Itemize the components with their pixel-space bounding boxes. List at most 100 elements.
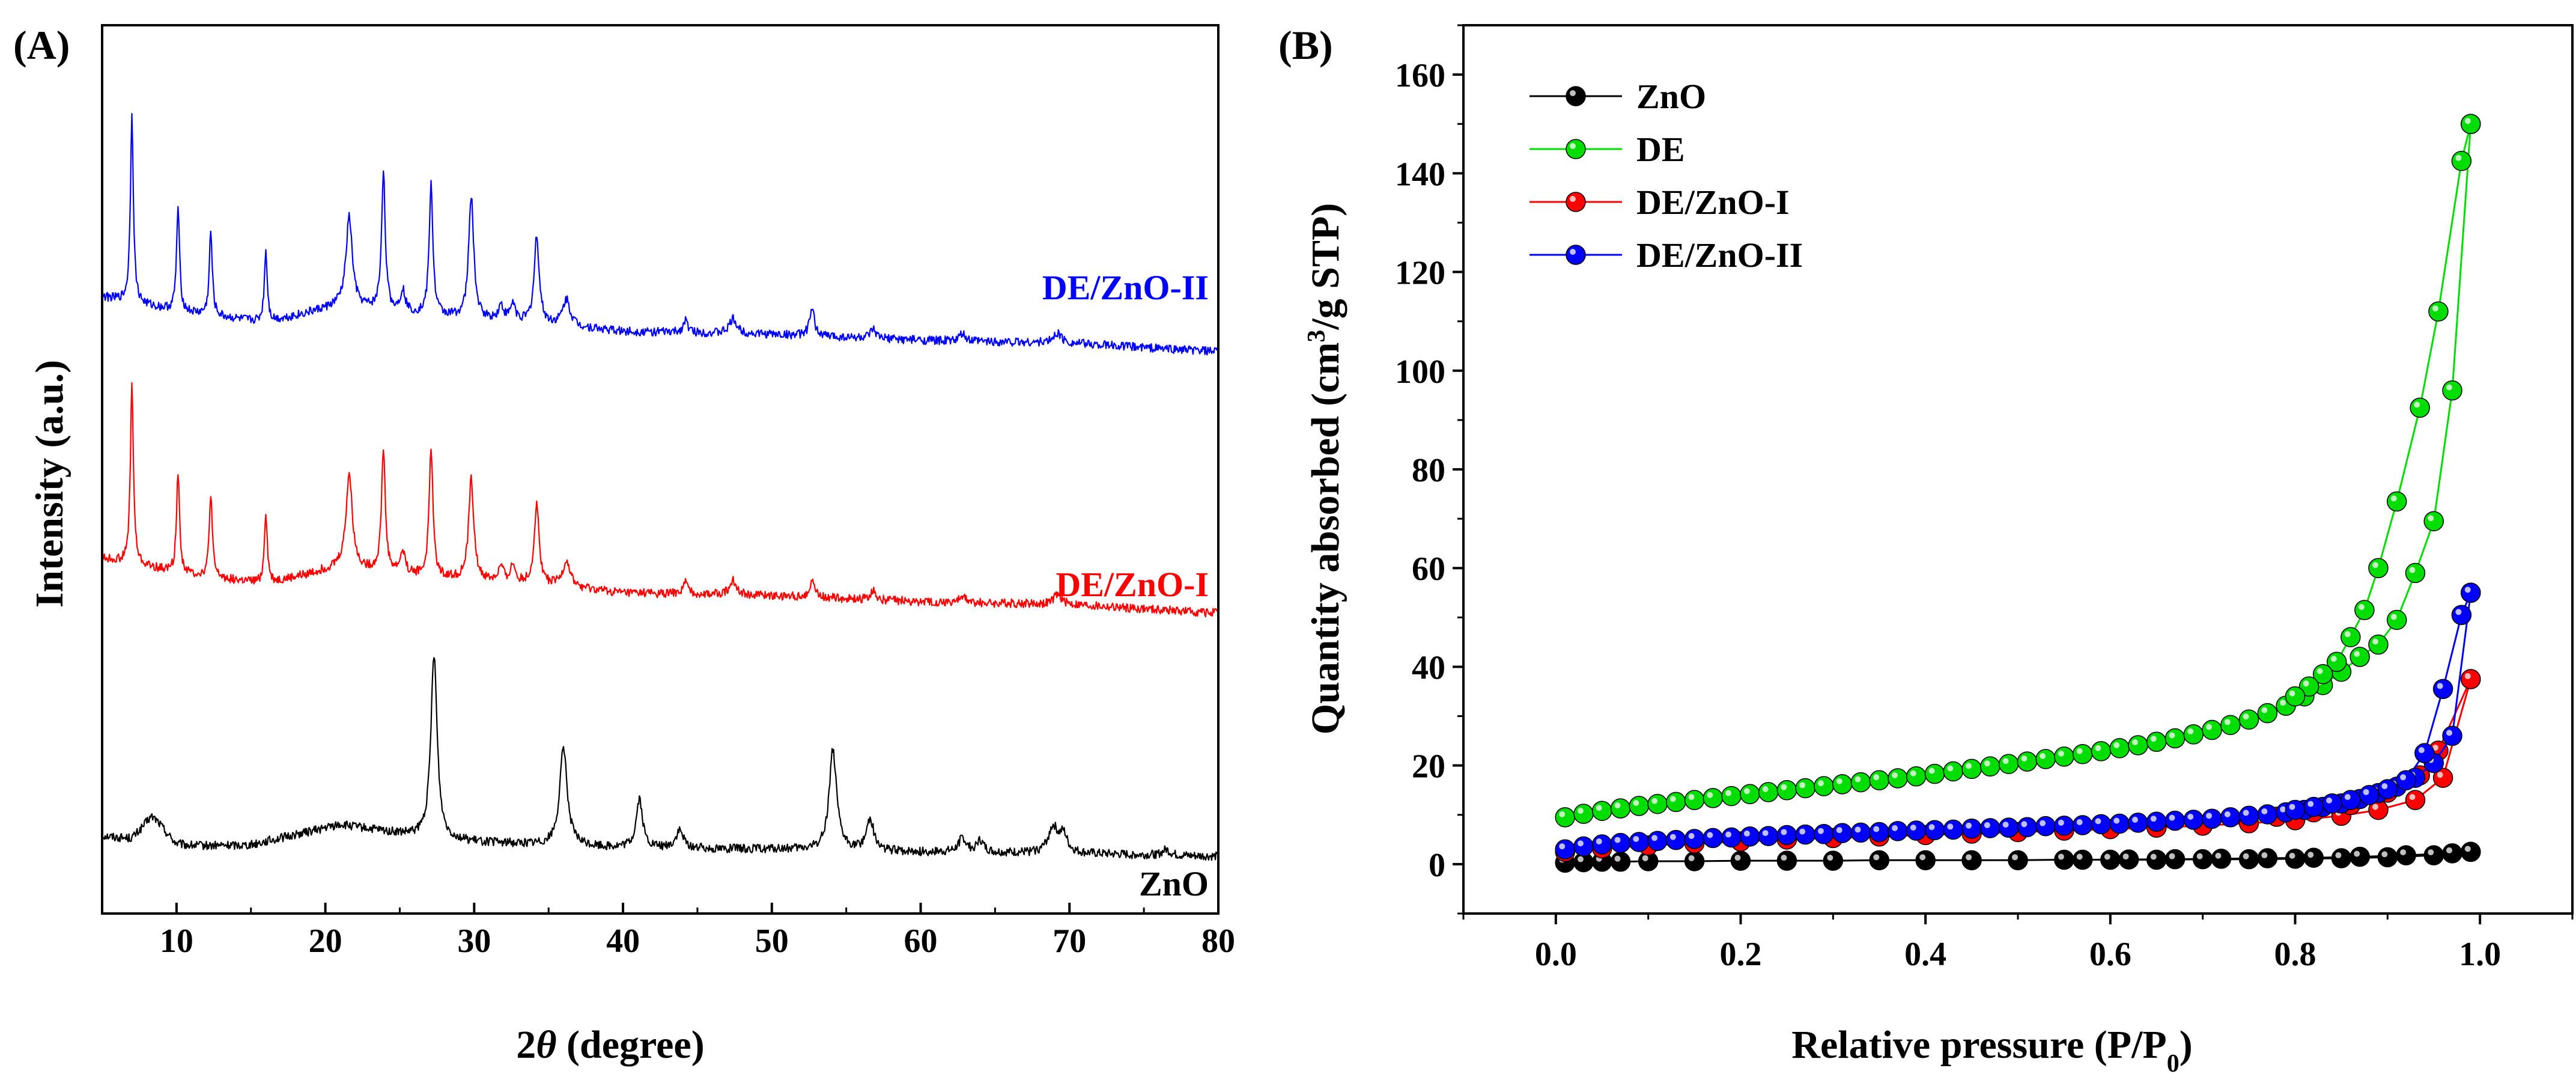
bet-de-zno-ii-point <box>1795 824 1815 845</box>
bet-zno-point <box>1730 850 1751 871</box>
bet-de-zno-ii-point-highlight <box>2418 747 2425 754</box>
bet-de-zno-ii-point <box>2164 810 2186 831</box>
bet-panel: (B) Quantity absorbed (cm3/g STP) Relati… <box>1278 22 2574 1078</box>
bet-de-point-dot <box>1776 779 1797 801</box>
bet-de-point-dot <box>2035 749 2056 769</box>
bet-de-zno-ii-point <box>2322 793 2342 814</box>
bet-de-point-highlight <box>2344 631 2351 638</box>
bet-zno-point-dot <box>1961 850 1982 871</box>
bet-de-point <box>1961 758 1982 779</box>
bet-de-zno-i-point-highlight <box>2409 794 2416 801</box>
bet-zno-point-dot <box>2303 847 2324 868</box>
bet-de-point <box>2442 380 2462 401</box>
bet-de-point-highlight <box>2372 638 2378 645</box>
bet-series <box>1555 114 2481 873</box>
bet-y-tick-label: 20 <box>1412 748 1445 786</box>
bet-de-point-dot <box>2442 380 2462 401</box>
bet-x-tick-label: 0.0 <box>1535 936 1577 973</box>
bet-zno-point-dot <box>2100 849 2121 870</box>
bet-de-point <box>2461 114 2481 134</box>
bet-de-point-highlight <box>1596 805 1602 811</box>
bet-de-point-highlight <box>2021 755 2028 762</box>
bet-zno-point <box>2146 849 2167 870</box>
xrd-x-tick-label: 80 <box>1201 923 1235 960</box>
bet-de-point-dot <box>2405 563 2426 584</box>
bet-de-zno-ii-point-dot <box>2285 799 2306 820</box>
bet-de-zno-ii-point-dot <box>1906 820 1927 841</box>
legend-marker-highlight <box>1570 196 1576 202</box>
bet-de-point <box>2298 676 2319 697</box>
bet-zno-point-highlight <box>2354 850 2360 857</box>
bet-de-zno-ii-point-highlight <box>1577 840 1584 847</box>
bet-de-zno-ii-point-highlight <box>1559 843 1566 850</box>
xrd-traces <box>101 112 1220 861</box>
bet-de-zno-ii-point-dot <box>2035 816 2056 837</box>
bet-de-point-dot <box>1924 763 1945 784</box>
bet-de-zno-ii-point <box>2017 817 2038 838</box>
bet-zno-point-highlight <box>2464 846 2471 852</box>
bet-de-zno-ii-point-highlight <box>1873 826 1880 832</box>
legend-marker-dot <box>1566 86 1586 106</box>
bet-zno-point-dot <box>1915 850 1936 871</box>
bet-de-zno-ii-point-dot <box>2128 813 2148 833</box>
bet-de-zno-ii-point <box>2451 605 2472 625</box>
bet-de-zno-i-point-highlight <box>2437 772 2443 778</box>
bet-de-point-highlight <box>2316 668 2323 674</box>
bet-zno-point-dot <box>2008 850 2028 871</box>
legend-label: DE/ZnO-I <box>1636 183 1790 222</box>
bet-de-point <box>2035 749 2056 769</box>
bet-de-point <box>1647 793 1668 814</box>
bet-de-zno-ii-point-highlight <box>1596 838 1602 845</box>
bet-de-zno-ii-point-highlight <box>1966 822 1972 829</box>
legend-label: ZnO <box>1636 77 1706 116</box>
bet-de-point <box>1629 796 1650 816</box>
bet-de-point-highlight <box>2390 495 2397 502</box>
bet-de-point-dot <box>2054 746 2074 767</box>
bet-de-point <box>2312 664 2333 685</box>
bet-zno-point <box>1776 850 1797 871</box>
legend-marker-highlight <box>1570 249 1576 255</box>
bet-de-zno-ii-point-dot <box>2202 808 2222 829</box>
bet-de-zno-i-point <box>2461 669 2481 689</box>
bet-zno-point-highlight <box>1966 854 1972 861</box>
bet-de-zno-ii-point-dot <box>2396 770 2416 791</box>
bet-de-zno-ii-point <box>1721 827 1742 848</box>
bet-de-zno-ii-point <box>1555 839 1575 860</box>
bet-de-point-dot <box>2238 709 2259 730</box>
bet-zno-point-highlight <box>1781 855 1787 861</box>
bet-y-tick-label: 60 <box>1412 551 1445 588</box>
bet-y-axis-label: Quantity absorbed (cm3/g STP) <box>1303 203 1347 735</box>
bet-de-zno-ii-point <box>1592 834 1612 855</box>
bet-de-point-highlight <box>1928 767 1935 774</box>
bet-de-point-dot <box>1795 778 1815 799</box>
bet-zno-point-highlight <box>1827 855 1833 861</box>
bet-de-point-highlight <box>2354 651 2360 657</box>
bet-de-zno-ii-point-highlight <box>1633 835 1639 842</box>
bet-de-point <box>2326 651 2347 672</box>
legend-item-de-zno-i: DE/ZnO-I <box>1530 183 1790 222</box>
bet-zno-point-dot <box>2442 843 2462 864</box>
bet-de-zno-ii-point <box>1703 828 1724 849</box>
bet-zno-point <box>2072 849 2093 870</box>
bet-de-point <box>2423 511 2444 531</box>
bet-zno-point-highlight <box>2058 853 2064 860</box>
bet-de-point <box>1555 807 1575 828</box>
bet-de-point-highlight <box>2187 728 2194 734</box>
xrd-y-axis-label: Intensity (a.u.) <box>28 360 71 608</box>
bet-zno-point <box>2350 846 2370 867</box>
bet-de-zno-ii-point <box>1666 829 1686 850</box>
bet-de-point-highlight <box>1984 760 1990 767</box>
bet-de-point-highlight <box>2224 719 2231 725</box>
bet-zno-point-highlight <box>1577 856 1584 862</box>
bet-de-point-dot <box>1555 807 1575 828</box>
bet-zno-point-highlight <box>2243 853 2249 859</box>
bet-de-zno-ii-point-highlight <box>2206 813 2213 819</box>
bet-zno-point-highlight <box>2215 852 2222 859</box>
bet-de-zno-ii-point <box>2146 811 2167 832</box>
bet-de-zno-ii-point <box>2220 807 2241 828</box>
bet-de-zno-ii-point-highlight <box>2113 817 2120 824</box>
bet-de-point-dot <box>1666 792 1686 813</box>
bet-de-point-highlight <box>2058 750 2064 757</box>
bet-zno-point-dot <box>2396 845 2416 865</box>
bet-de-point <box>1888 768 1908 789</box>
